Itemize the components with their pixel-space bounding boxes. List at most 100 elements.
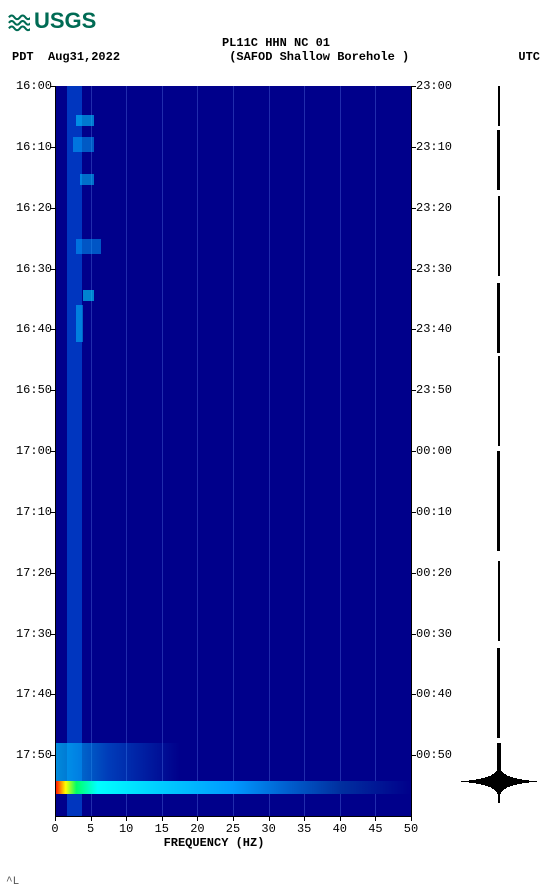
gridline [269,86,270,816]
y-tick-mark [50,390,55,391]
y-tick-left: 17:40 [8,687,52,701]
amp-baseline [498,356,500,446]
y-tick-mark [411,208,416,209]
y-tick-mark [411,755,416,756]
y-tick-right: 00:10 [416,505,452,519]
y-tick-mark [50,269,55,270]
axis-left [55,86,56,816]
y-tick-left: 16:10 [8,140,52,154]
x-tick-mark [304,816,305,821]
y-tick-mark [50,86,55,87]
y-tick-mark [411,329,416,330]
y-tick-left: 16:40 [8,322,52,336]
x-tick-mark [197,816,198,821]
x-tick-mark [55,816,56,821]
station-name: (SAFOD Shallow Borehole ) [229,50,409,64]
spectrogram-plot [55,86,411,816]
noise-streak [80,174,94,185]
x-tick-mark [162,816,163,821]
y-tick-right: 23:20 [416,201,452,215]
x-tick-label: 30 [261,822,275,836]
amp-baseline [497,648,500,738]
y-tick-right: 00:30 [416,627,452,641]
gridline [126,86,127,816]
y-tick-mark [411,573,416,574]
amp-baseline [497,283,500,353]
y-tick-mark [50,451,55,452]
y-tick-mark [50,694,55,695]
footer-caret: ^L [6,876,19,888]
wave-icon [8,10,30,32]
noise-streak [76,305,83,342]
amp-spike-vert [498,759,500,803]
y-tick-mark [50,634,55,635]
x-tick-label: 0 [51,822,58,836]
x-tick-label: 20 [190,822,204,836]
logo-text: USGS [34,8,96,34]
tz-right: UTC [518,50,540,64]
x-tick-label: 40 [333,822,347,836]
y-tick-mark [411,86,416,87]
amp-baseline [498,196,500,276]
x-tick-mark [269,816,270,821]
y-tick-mark [411,147,416,148]
y-tick-left: 17:20 [8,566,52,580]
y-tick-left: 16:00 [8,79,52,93]
y-tick-mark [411,512,416,513]
x-tick-mark [91,816,92,821]
y-tick-right: 23:10 [416,140,452,154]
plot-header: PL11C HHN NC 01 PDT Aug31,2022 (SAFOD Sh… [0,36,552,64]
x-tick-label: 35 [297,822,311,836]
x-tick-label: 45 [368,822,382,836]
gridline [233,86,234,816]
tz-left: PDT [12,50,34,64]
amp-baseline [497,130,500,190]
x-tick-mark [233,816,234,821]
y-tick-right: 23:50 [416,383,452,397]
y-tick-mark [50,208,55,209]
y-tick-right: 00:00 [416,444,452,458]
y-tick-mark [50,755,55,756]
y-tick-mark [50,573,55,574]
gridline [340,86,341,816]
x-tick-label: 15 [155,822,169,836]
gridline [304,86,305,816]
y-tick-left: 16:30 [8,262,52,276]
y-tick-mark [411,451,416,452]
y-tick-right: 23:30 [416,262,452,276]
amp-baseline [498,86,500,126]
gridline [91,86,92,816]
x-tick-mark [375,816,376,821]
y-tick-mark [50,147,55,148]
y-tick-mark [50,329,55,330]
gridline [162,86,163,816]
y-tick-right: 00:20 [416,566,452,580]
gridline [197,86,198,816]
y-tick-mark [411,634,416,635]
noise-streak [73,137,94,152]
x-axis-label: FREQUENCY (HZ) [0,836,490,850]
y-tick-left: 16:50 [8,383,52,397]
x-tick-mark [126,816,127,821]
amp-baseline [497,451,500,551]
y-tick-left: 17:50 [8,748,52,762]
station-code: PL11C HHN NC 01 [0,36,552,50]
noise-streak [76,115,94,126]
date: Aug31,2022 [48,50,120,64]
x-tick-label: 5 [87,822,94,836]
noise-streak [83,290,94,301]
x-tick-label: 10 [119,822,133,836]
y-tick-mark [411,694,416,695]
gridline [375,86,376,816]
y-tick-left: 16:20 [8,201,52,215]
seismic-event [55,781,411,794]
y-tick-right: 00:50 [416,748,452,762]
x-tick-label: 25 [226,822,240,836]
y-tick-right: 23:40 [416,322,452,336]
amplitude-trace [460,86,540,816]
noise-streak [76,239,101,254]
low-freq-column [67,86,81,816]
y-tick-mark [411,269,416,270]
y-tick-right: 00:40 [416,687,452,701]
x-tick-label: 50 [404,822,418,836]
